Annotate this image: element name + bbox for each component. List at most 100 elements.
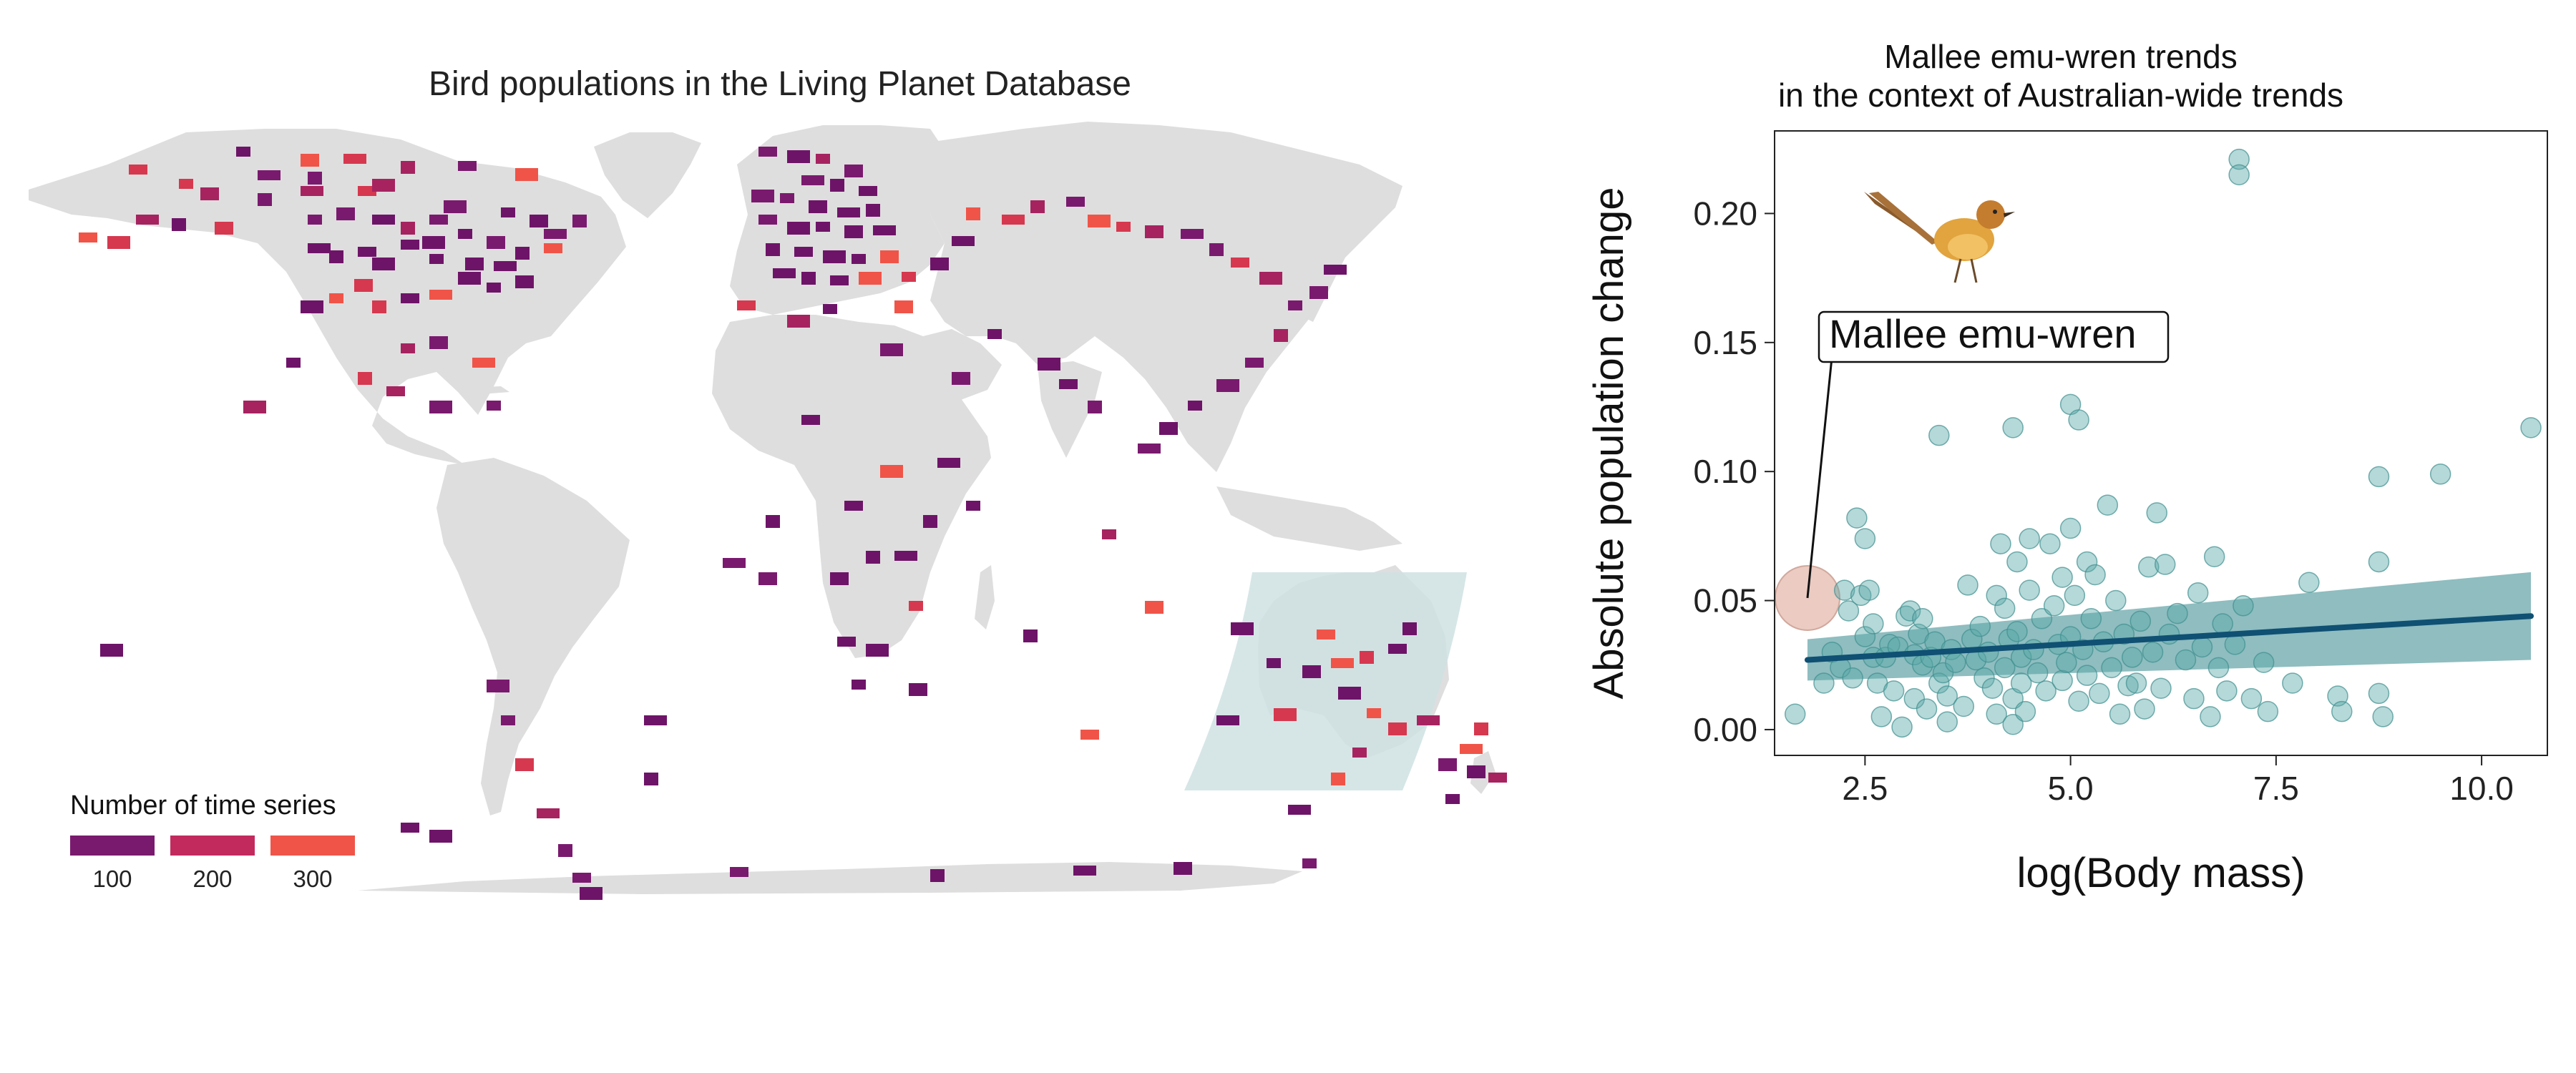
map-cell [301, 186, 323, 196]
map-cell [1138, 444, 1161, 454]
x-tick-label: 5.0 [2048, 770, 2094, 807]
y-tick-label: 0.20 [1693, 195, 1757, 232]
map-cell [422, 236, 445, 249]
map-cell [1324, 265, 1347, 275]
map-cell [930, 258, 949, 270]
map-cell [1317, 629, 1335, 640]
data-point [2076, 551, 2098, 573]
map-cell [723, 558, 746, 568]
bird-head [1976, 200, 2005, 229]
legend-label-100: 100 [92, 866, 132, 892]
scatter-panel: Mallee emu-wren trends in the context of… [1560, 0, 2576, 930]
data-point [2089, 682, 2110, 705]
map-cell [129, 165, 147, 175]
legend-swatch-100 [70, 836, 155, 856]
map-cell [1145, 225, 1163, 238]
map-cell [200, 187, 219, 200]
data-point [1863, 613, 1884, 635]
map-cell [308, 243, 331, 253]
map-cell [1460, 744, 1483, 754]
data-point [2520, 417, 2542, 438]
map-cell [329, 293, 343, 303]
map-cell [987, 329, 1002, 339]
map-cell [515, 168, 538, 181]
map-cell [354, 279, 373, 292]
map-cell [866, 551, 880, 564]
map-cell [766, 243, 780, 256]
map-cell [372, 300, 386, 313]
data-point [2026, 662, 2049, 684]
data-point [1899, 600, 1921, 622]
plot-frame [1774, 130, 2548, 756]
map-cell [558, 844, 572, 857]
data-point [1928, 424, 1950, 446]
map-cell [487, 401, 501, 411]
data-point [2125, 672, 2147, 694]
map-cell [873, 225, 896, 235]
data-point [2167, 602, 2188, 624]
data-point [1994, 597, 2016, 619]
map-cell [830, 275, 849, 285]
data-point [1986, 584, 2007, 607]
map-cell [801, 175, 824, 185]
bird-illustration [1864, 192, 2015, 283]
land-arabia [923, 329, 1002, 401]
data-point [2051, 567, 2073, 588]
map-cell [487, 283, 501, 293]
data-point [1916, 698, 1938, 720]
data-point [2101, 657, 2122, 679]
map-cell [966, 207, 980, 220]
map-cell [530, 215, 548, 227]
land-caribbean [465, 386, 509, 395]
data-point [2039, 533, 2061, 554]
land-europe [730, 125, 945, 315]
land-north-america [29, 129, 626, 465]
map-cell [1259, 272, 1282, 285]
map-cell [823, 304, 837, 314]
map-cell [236, 147, 250, 157]
map-cell [923, 515, 937, 528]
map-cell [429, 290, 452, 300]
map-cell [766, 515, 780, 528]
map-cell [787, 150, 810, 163]
confidence-ribbon [1807, 572, 2532, 681]
data-point [1784, 703, 1806, 725]
map-cell [136, 215, 159, 225]
data-point [2080, 608, 2102, 629]
map-cell [801, 272, 816, 285]
map-cell [1352, 748, 1367, 758]
map-cell [644, 773, 658, 785]
map-cell [1002, 215, 1025, 225]
map-title: Bird populations in the Living Planet Da… [429, 65, 1131, 103]
map-cell [572, 873, 591, 883]
data-point [1928, 672, 1950, 694]
map-cell [1367, 708, 1381, 718]
data-point [1994, 657, 2016, 679]
data-point [2368, 682, 2390, 705]
map-cell [852, 254, 866, 264]
map-cell [837, 207, 860, 217]
map-cell [952, 372, 970, 385]
map-cell [372, 258, 395, 270]
y-tick-label: 0.00 [1693, 711, 1757, 748]
y-tick-label: 0.10 [1693, 453, 1757, 490]
data-point [1932, 662, 1954, 684]
map-cell [501, 207, 515, 217]
data-point [2368, 466, 2390, 488]
map-cell [1116, 222, 1131, 232]
map-cell [1338, 687, 1361, 700]
map-cell [429, 336, 448, 349]
map-cell [852, 680, 866, 690]
data-point [2097, 494, 2119, 516]
map-cell [1174, 862, 1192, 875]
legend-label-300: 300 [293, 866, 333, 892]
map-cell [336, 207, 355, 220]
data-point [1903, 687, 1926, 710]
plot-content [1774, 148, 2542, 738]
map-cell [372, 215, 395, 225]
data-point [2019, 579, 2040, 601]
data-point [2059, 517, 2082, 539]
map-cell [537, 808, 560, 818]
data-point [2043, 595, 2065, 617]
map-cell [880, 250, 899, 263]
